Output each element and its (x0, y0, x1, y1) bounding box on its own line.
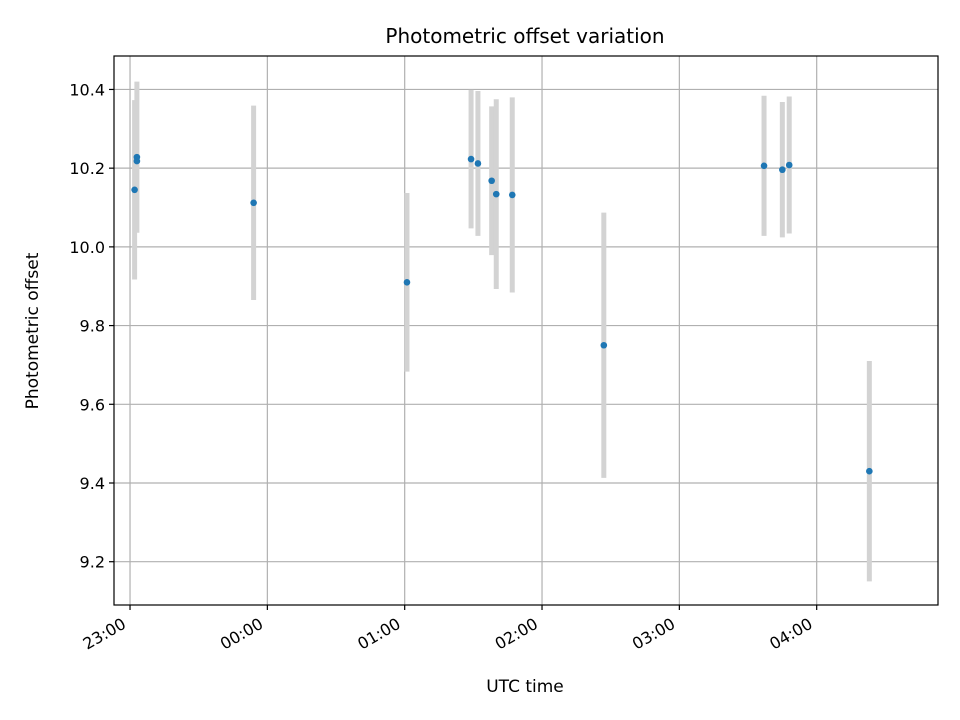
y-tick-label: 9.4 (80, 474, 105, 493)
data-points (131, 153, 873, 475)
data-point (508, 191, 516, 199)
data-point (600, 341, 608, 349)
data-point (866, 467, 873, 475)
data-point (779, 166, 786, 174)
data-point (492, 190, 500, 198)
data-point (250, 199, 257, 207)
data-point (488, 177, 495, 185)
data-point (131, 186, 138, 194)
y-tick-label: 10.0 (69, 238, 105, 257)
y-tick-label: 9.2 (80, 553, 105, 572)
y-tick-label: 9.6 (80, 395, 105, 414)
plot-frame (113, 55, 939, 606)
chart-title: Photometric offset variation (385, 24, 664, 48)
data-point (785, 161, 793, 169)
data-point (474, 160, 482, 167)
x-axis-label: UTC time (486, 677, 564, 697)
data-point (403, 278, 411, 286)
y-axis-label: Photometric offset (23, 252, 43, 409)
y-tick-label: 10.4 (69, 80, 105, 99)
y-tick-label: 10.2 (69, 159, 105, 178)
y-tick-label: 9.8 (80, 317, 105, 336)
data-point (760, 162, 768, 170)
data-point (467, 155, 475, 163)
data-point (133, 153, 141, 161)
